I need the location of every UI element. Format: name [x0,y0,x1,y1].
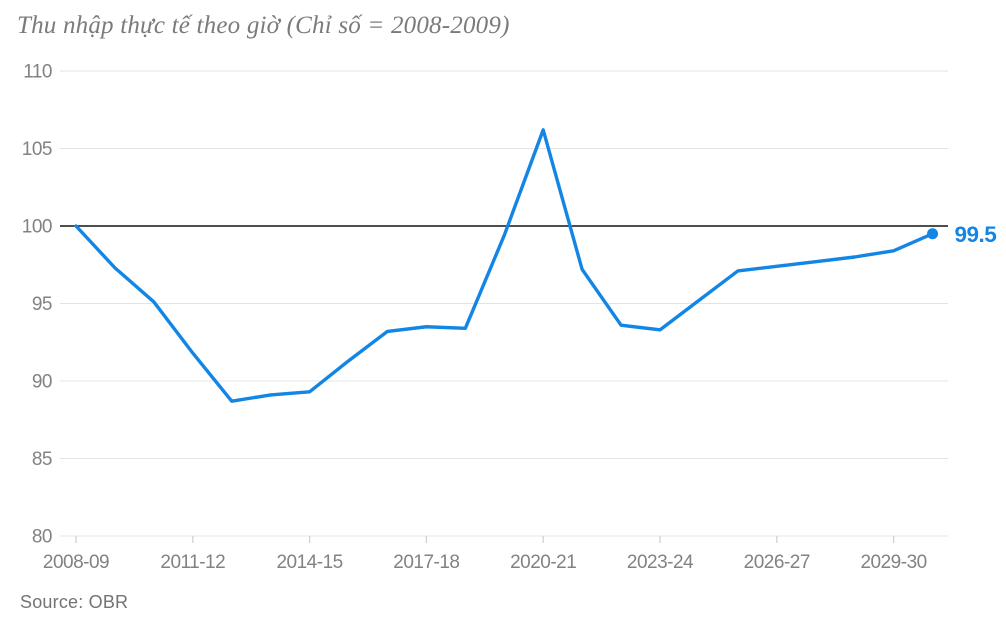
x-tick-label: 2017-18 [393,552,459,573]
x-tick-label: 2029-30 [860,552,926,573]
x-tick-label: 2020-21 [510,552,576,573]
source-note: Source: OBR [20,592,129,612]
y-tick-label: 110 [23,62,52,83]
series-line [74,128,935,403]
x-tick-label: 2014-15 [276,552,342,573]
y-tick-label: 90 [32,372,52,393]
y-tick-label: 80 [32,527,52,548]
x-tick-label: 2011-12 [160,552,225,573]
chart-title: Thu nhập thực tế theo giờ (Chỉ số = 2008… [17,12,510,39]
y-tick-label: 95 [32,294,52,315]
x-tick-label: 2008-09 [43,552,109,573]
x-tick-label: 2023-24 [627,552,694,573]
y-tick-label: 105 [22,139,52,160]
y-tick-label: 85 [32,449,52,470]
y-tick-label: 100 [22,217,52,238]
end-point-dot [927,228,939,240]
end-value-label: 99.5 [955,222,997,247]
x-tick-label: 2026-27 [744,552,810,573]
